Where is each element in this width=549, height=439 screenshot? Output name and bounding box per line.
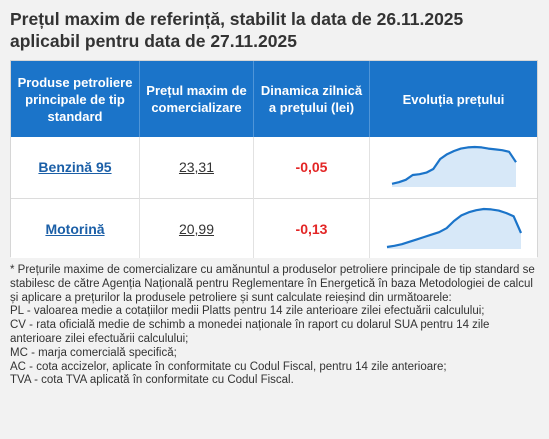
header-price-trend: Evoluția prețului bbox=[402, 91, 505, 107]
header-max-price: Prețul maxim de comercializare bbox=[146, 83, 247, 115]
sparkline-line bbox=[391, 145, 517, 185]
footnote-pl: PL - valoarea medie a cotațiilor medii P… bbox=[10, 305, 485, 318]
column-divider bbox=[369, 137, 370, 258]
product-link-benzina-95[interactable]: Benzină 95 bbox=[38, 159, 112, 175]
header-daily-change: Dinamica zilnică a prețului (lei) bbox=[260, 83, 363, 115]
table-row: Motorină 20,99 -0,13 bbox=[11, 198, 537, 258]
title-line-2: aplicabil pentru data de 27.11.2025 bbox=[10, 31, 297, 51]
column-divider bbox=[253, 137, 254, 258]
column-divider bbox=[139, 137, 140, 258]
product-link-motorina[interactable]: Motorină bbox=[45, 221, 105, 237]
footnote-ac: AC - cota accizelor, aplicate în conform… bbox=[10, 360, 447, 373]
footnote-tva: TVA - cota TVA aplicată în conformitate … bbox=[10, 374, 294, 387]
price-value[interactable]: 20,99 bbox=[178, 221, 215, 237]
sparkline-line bbox=[386, 207, 522, 249]
header-divider bbox=[369, 61, 370, 137]
daily-change-value: -0,05 bbox=[295, 159, 328, 175]
footnotes: * Prețurile maxime de comercializare cu … bbox=[10, 264, 538, 388]
daily-change-value: -0,13 bbox=[295, 221, 328, 237]
table-row: Benzină 95 23,31 -0,05 bbox=[11, 137, 537, 197]
title-line-1: Prețul maxim de referință, stabilit la d… bbox=[10, 9, 464, 29]
sparkline-area bbox=[391, 147, 516, 187]
price-trend-sparkline bbox=[391, 145, 517, 187]
price-trend-sparkline bbox=[386, 207, 522, 249]
footnote-mc: MC - marja comercială specifică; bbox=[10, 346, 177, 359]
header-products: Produse petroliere principale de tip sta… bbox=[17, 74, 133, 124]
header-divider bbox=[253, 61, 254, 137]
footnote-intro: * Prețurile maxime de comercializare cu … bbox=[10, 264, 535, 304]
page-title: Prețul maxim de referință, stabilit la d… bbox=[10, 8, 540, 52]
price-table: Produse petroliere principale de tip sta… bbox=[10, 60, 538, 258]
footnote-cv: CV - rata oficială medie de schimb a mon… bbox=[10, 319, 490, 345]
table-header: Produse petroliere principale de tip sta… bbox=[11, 61, 537, 137]
price-value[interactable]: 23,31 bbox=[178, 159, 215, 175]
header-divider bbox=[139, 61, 140, 137]
